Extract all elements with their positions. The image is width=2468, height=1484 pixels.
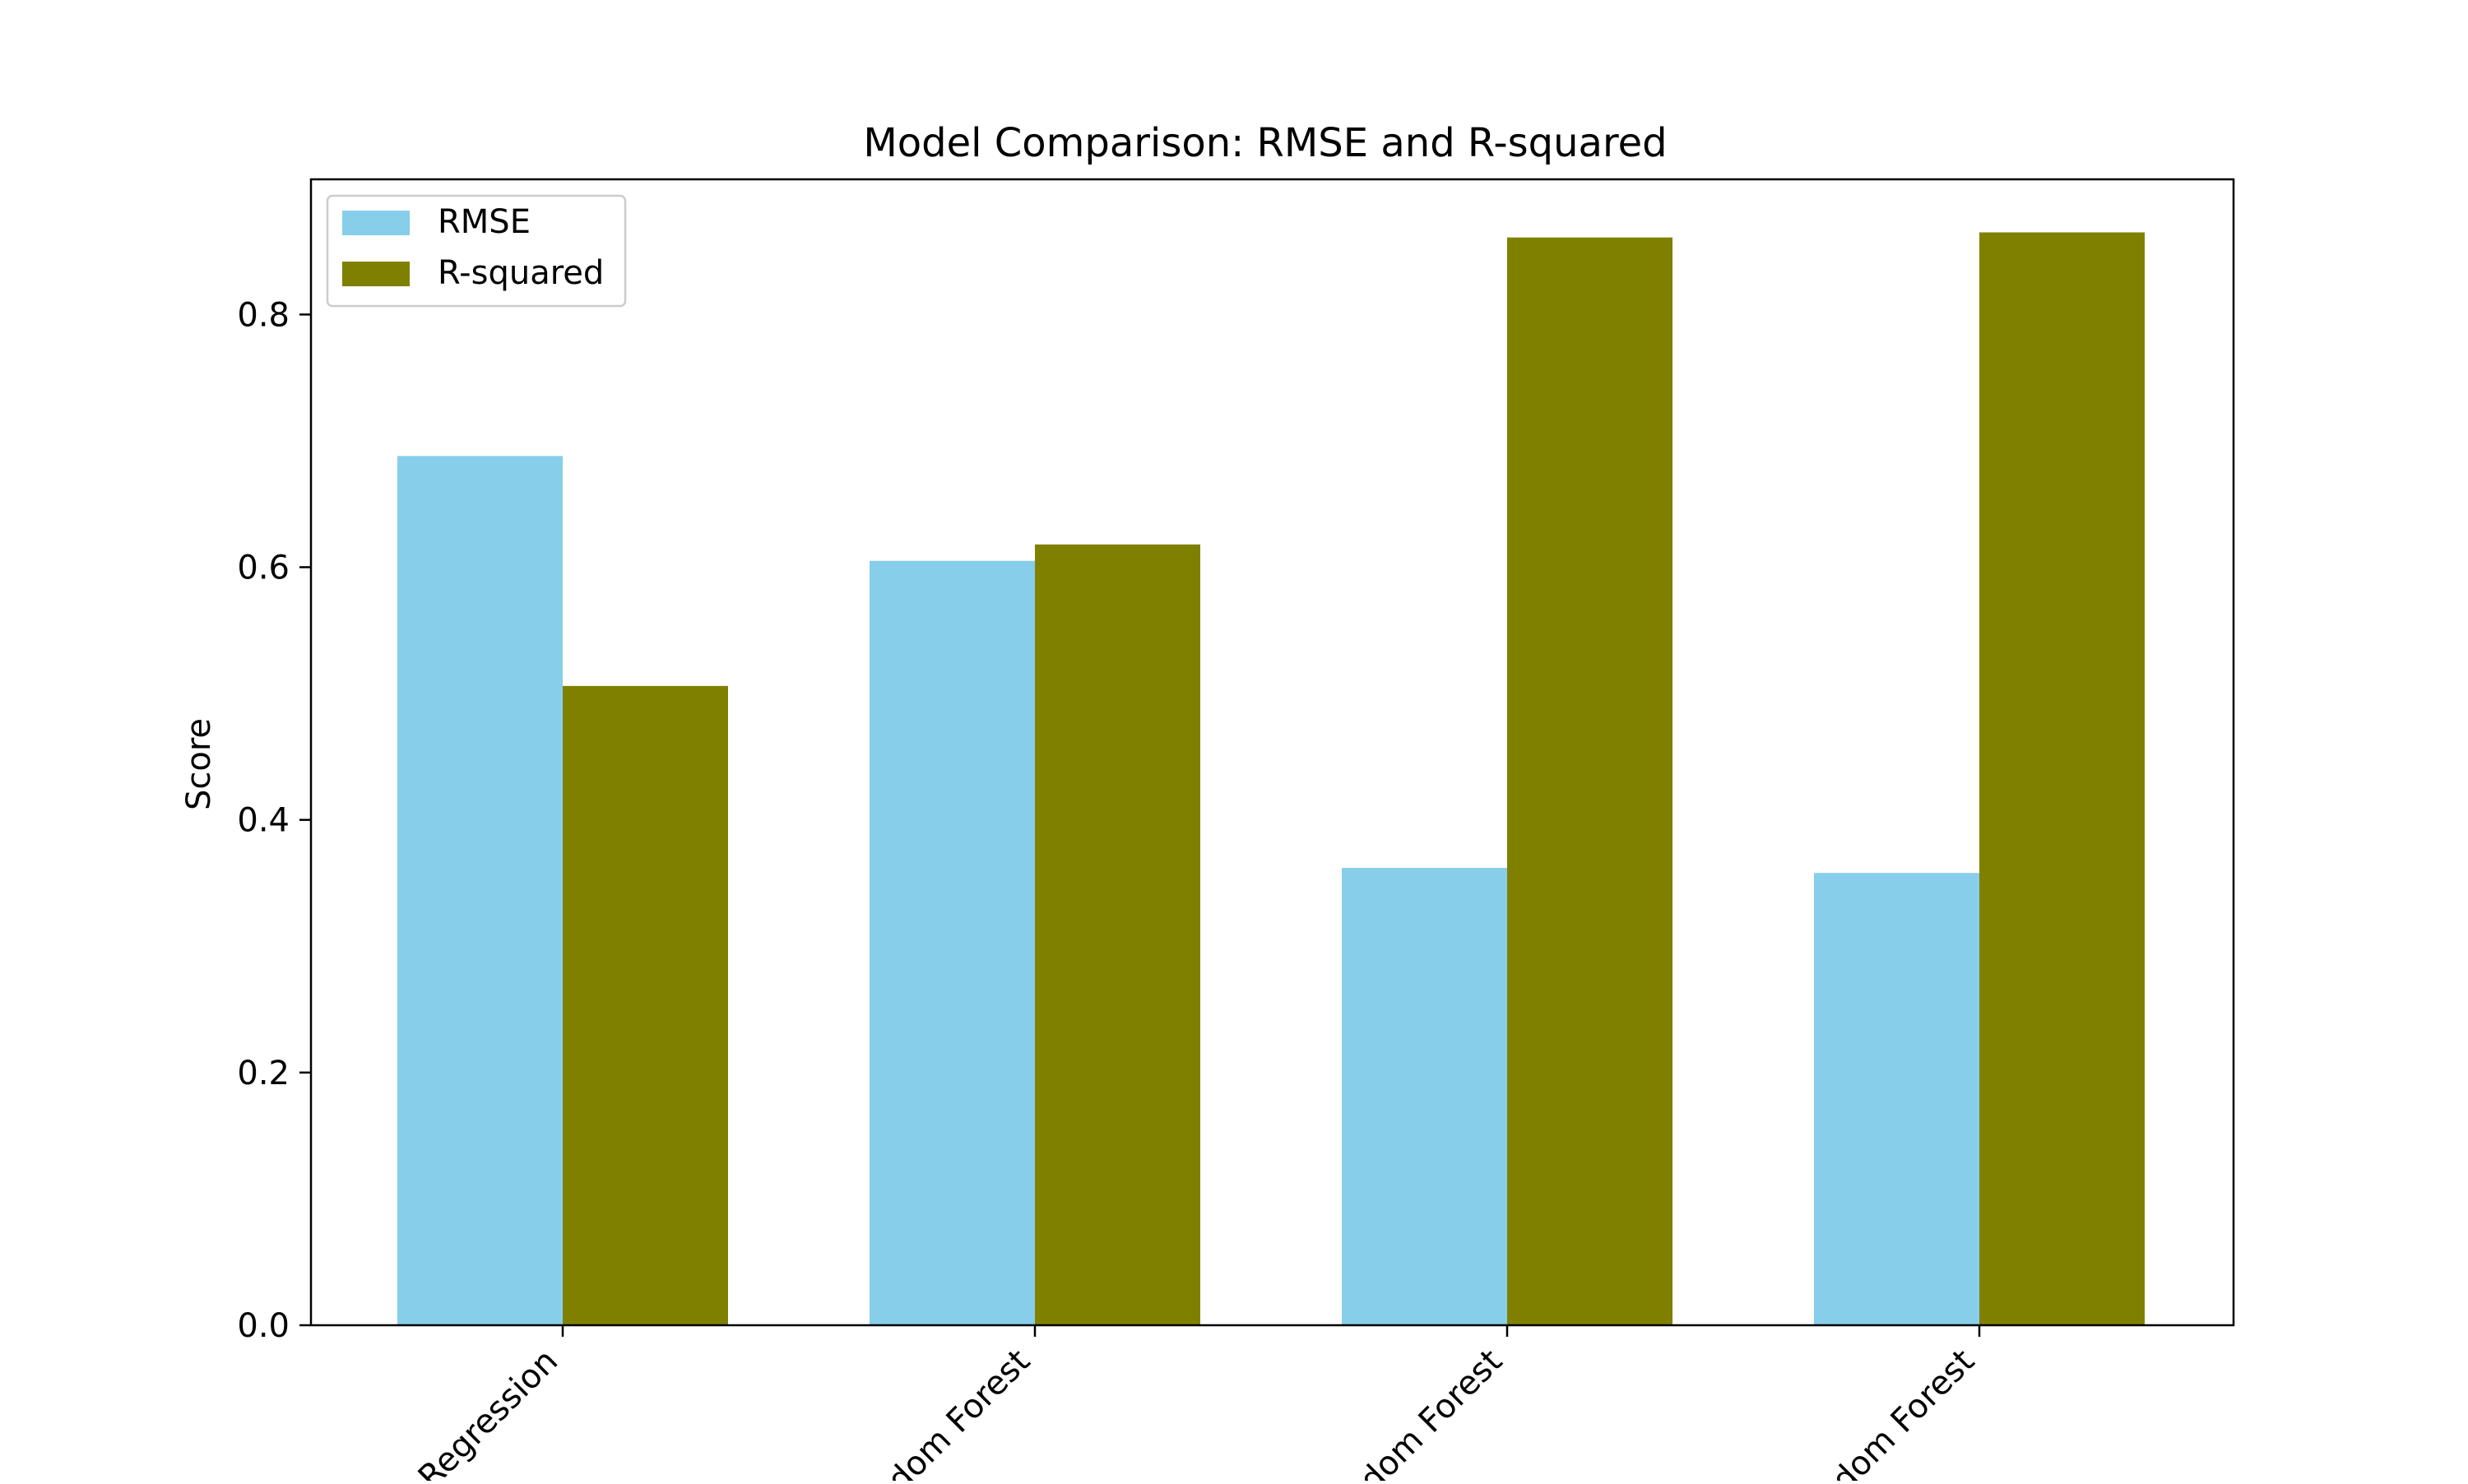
y-axis: 0.0 0.2 0.4 0.6 0.8 xyxy=(237,296,311,1345)
bars-layer xyxy=(397,232,2145,1325)
legend-label-r-squared: R-squared xyxy=(438,254,604,292)
chart-title: Model Comparison: RMSE and R-squared xyxy=(863,120,1667,166)
legend-label-rmse: RMSE xyxy=(438,203,531,241)
legend-swatch-r-squared xyxy=(342,262,410,286)
y-tick-label: 0.2 xyxy=(237,1055,290,1092)
bar-r-squared-3 xyxy=(1507,237,1672,1325)
y-tick-label: 0.0 xyxy=(237,1307,290,1345)
bar-rmse-4 xyxy=(1814,873,1979,1325)
bar-rmse-2 xyxy=(870,560,1035,1325)
bar-r-squared-1 xyxy=(563,685,728,1325)
bar-r-squared-2 xyxy=(1035,544,1200,1325)
bar-rmse-1 xyxy=(397,456,563,1325)
y-tick-label: 0.6 xyxy=(237,550,290,587)
plot-frame xyxy=(309,178,2235,1327)
legend-swatch-rmse xyxy=(342,211,410,235)
y-tick-label: 0.8 xyxy=(237,296,290,334)
y-axis-label: Score xyxy=(180,718,218,810)
bar-rmse-3 xyxy=(1342,868,1507,1325)
bar-r-squared-4 xyxy=(1979,232,2145,1325)
y-tick-label: 0.4 xyxy=(237,802,290,840)
legend: RMSE R-squared xyxy=(326,194,627,308)
